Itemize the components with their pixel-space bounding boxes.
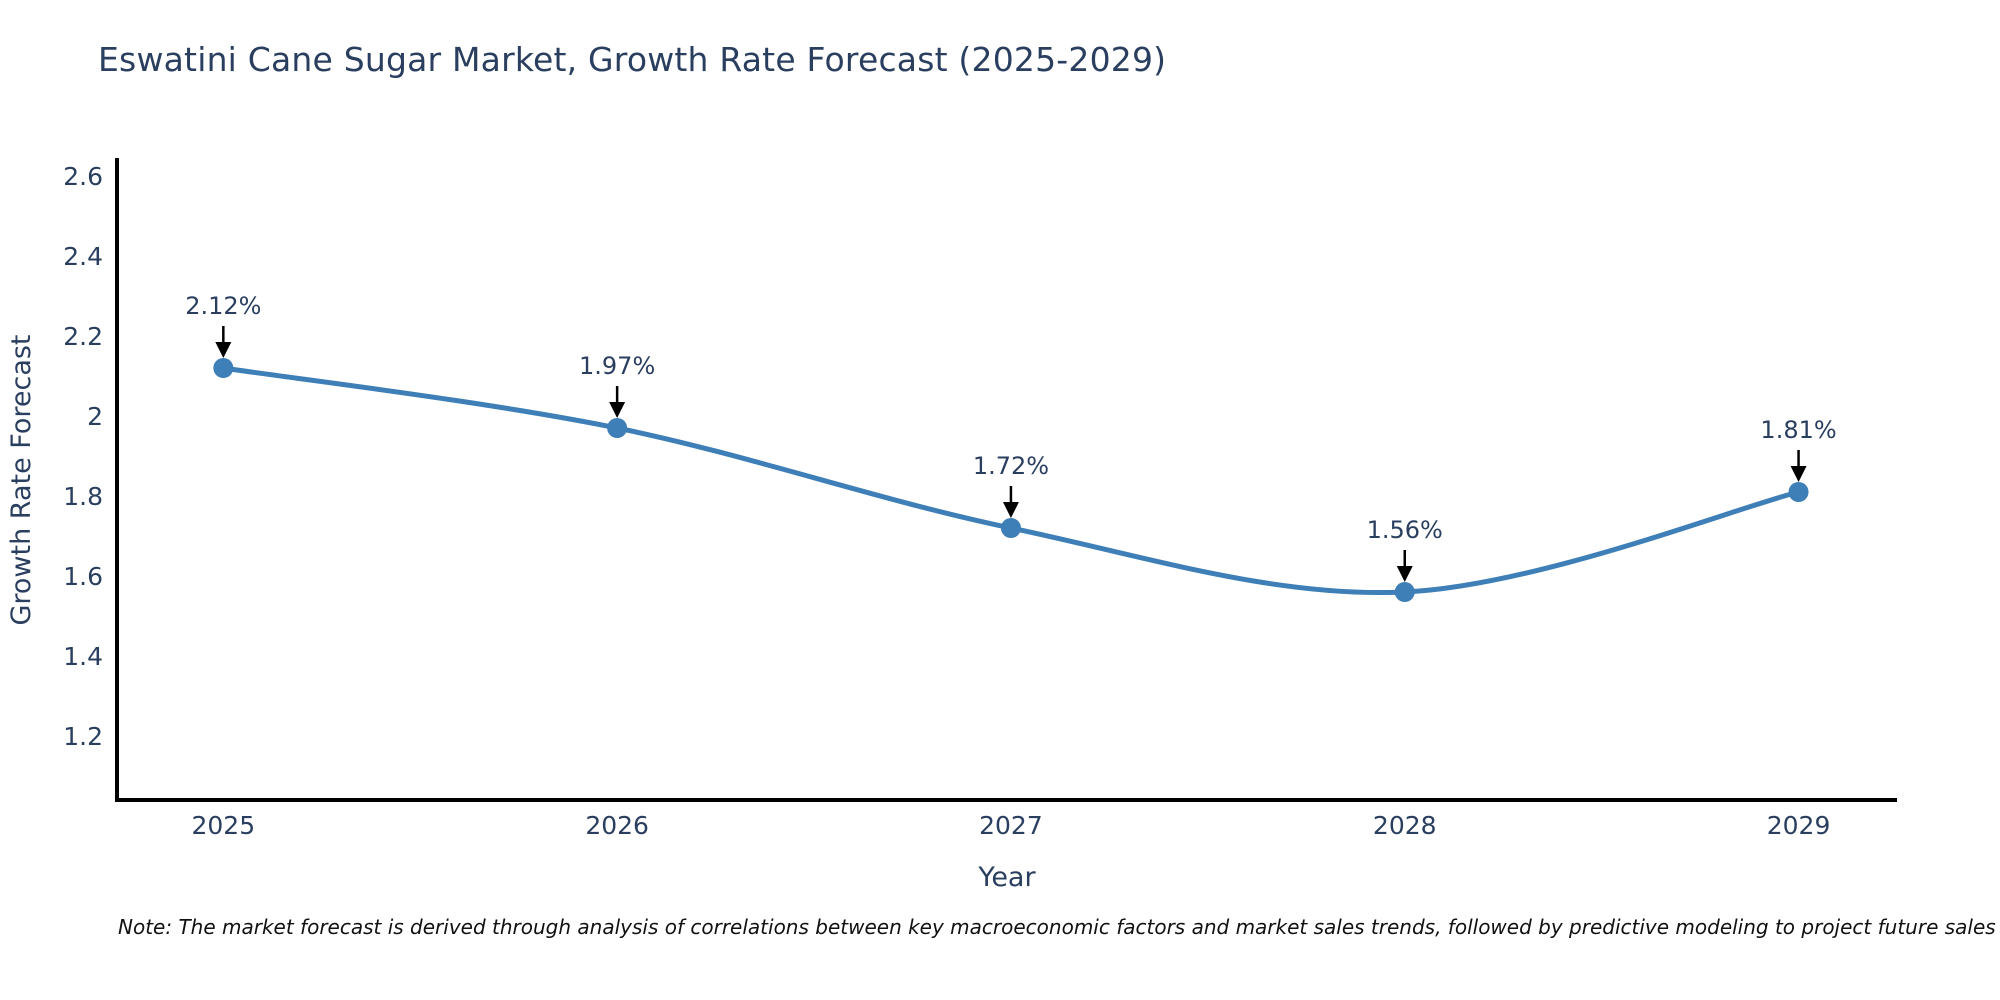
annotation-label: 1.81% (1760, 416, 1836, 444)
x-tick-label: 2029 (1767, 811, 1831, 840)
y-tick-label: 1.4 (63, 642, 103, 671)
data-point-marker (607, 418, 628, 438)
y-tick-label: 1.8 (63, 482, 103, 511)
data-point-marker (1788, 482, 1809, 502)
annotation-label: 1.97% (579, 352, 655, 380)
annotation-arrow-head (1396, 566, 1413, 582)
y-axis-title: Growth Rate Forecast (6, 334, 37, 625)
trend-line (220, 365, 1801, 596)
x-tick-label: 2025 (192, 811, 256, 840)
data-point-marker (213, 358, 234, 378)
annotation-arrow-head (609, 402, 626, 418)
x-axis-title: Year (977, 862, 1036, 893)
annotation-arrow-head (1790, 466, 1807, 482)
y-tick-label: 2.2 (63, 322, 103, 351)
y-tick-label: 2 (87, 402, 103, 431)
data-point-marker (1394, 582, 1415, 602)
y-tick-label: 1.6 (63, 562, 103, 591)
x-tick-label: 2027 (979, 811, 1043, 840)
annotation-arrow-head (215, 342, 232, 358)
y-tick-label: 1.2 (63, 722, 103, 751)
y-tick-label: 2.6 (63, 162, 103, 191)
x-tick-label: 2028 (1373, 811, 1437, 840)
annotation-label: 1.72% (973, 452, 1049, 480)
chart-title: Eswatini Cane Sugar Market, Growth Rate … (98, 40, 1167, 79)
annotation-arrow-head (1002, 502, 1019, 518)
annotation-label: 2.12% (185, 292, 261, 320)
footnote-text: Note: The market forecast is derived thr… (118, 915, 1996, 939)
x-tick-label: 2026 (585, 811, 649, 840)
annotation-label: 1.56% (1367, 516, 1443, 544)
y-tick-label: 2.4 (63, 242, 103, 271)
data-point-marker (1000, 518, 1021, 538)
